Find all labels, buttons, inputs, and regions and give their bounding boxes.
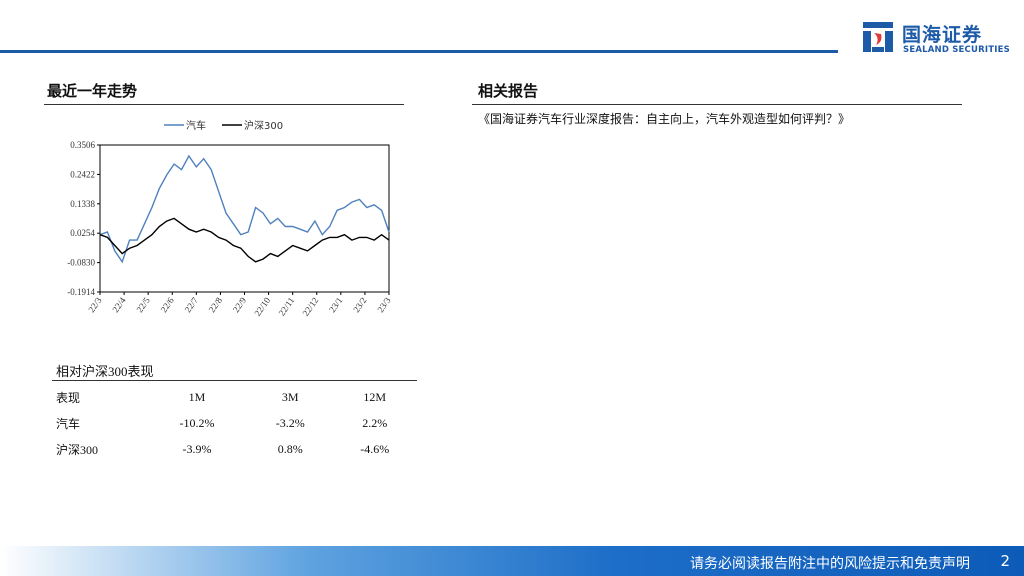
- sealand-logo-icon: [863, 22, 893, 52]
- x-tick-label: 22/4: [110, 295, 128, 314]
- y-tick-label: -0.0830: [67, 258, 95, 268]
- series-line-沪深300: [99, 217, 390, 263]
- performance-table: 表现 1M 3M 12M 汽车 -10.2% -3.2% 2.2% 沪深300 …: [52, 384, 417, 462]
- plot-frame: [99, 144, 390, 293]
- cell-1m: -10.2%: [179, 415, 215, 430]
- x-tick-label: 23/3: [375, 295, 393, 314]
- related-report-link[interactable]: 《国海证券汽车行业深度报告：自主向上，汽车外观造型如何评判？》: [478, 112, 851, 126]
- trend-section-title: 最近一年走势: [47, 82, 138, 100]
- brand-name-en: SEALAND SECURITIES: [903, 45, 1010, 55]
- trend-line-chart: 0.35060.24220.13380.0254-0.0830-0.191422…: [67, 119, 393, 318]
- x-tick-label: 22/7: [183, 295, 201, 314]
- table-row: 沪深300 -3.9% 0.8% -4.6%: [52, 436, 417, 462]
- header-rule: [0, 50, 838, 53]
- series-line-汽车: [99, 154, 390, 264]
- trend-section-rule: [44, 104, 404, 105]
- y-tick-label: 0.2422: [70, 169, 95, 179]
- legend-label: 汽车: [186, 119, 206, 132]
- x-tick-label: 23/1: [327, 295, 344, 314]
- x-tick-label: 22/12: [300, 295, 320, 318]
- cell-3m: 0.8%: [277, 441, 303, 456]
- y-tick-label: 0.0254: [70, 228, 95, 238]
- page-number: 2: [1000, 552, 1010, 570]
- x-tick-label: 22/9: [231, 295, 249, 314]
- x-tick-label: 22/8: [207, 295, 225, 314]
- cell-1m: -3.9%: [182, 441, 212, 456]
- cell-12m: -4.6%: [360, 441, 390, 456]
- performance-table-rule: [52, 380, 417, 381]
- footer-bar: 请务必阅读报告附注中的风险提示和免责声明 2: [0, 546, 1024, 576]
- reports-section-rule: [472, 104, 962, 105]
- cell-3m: -3.2%: [275, 415, 305, 430]
- performance-header-row: 表现 1M 3M 12M: [52, 384, 417, 410]
- reports-section-title: 相关报告: [478, 82, 539, 100]
- row-label: 沪深300: [56, 442, 99, 457]
- table-row: 汽车 -10.2% -3.2% 2.2%: [52, 410, 417, 436]
- y-tick-label: 0.3506: [70, 140, 95, 150]
- brand-logo: 国海证券 SEALAND SECURITIES: [861, 20, 1021, 58]
- y-tick-label: 0.1338: [70, 199, 95, 209]
- column-header: 1M: [188, 389, 206, 404]
- x-tick-label: 23/2: [351, 295, 368, 314]
- column-header: 12M: [363, 389, 387, 404]
- row-label: 汽车: [56, 416, 81, 431]
- cell-12m: 2.2%: [362, 415, 388, 430]
- x-tick-label: 22/11: [277, 295, 297, 317]
- footer-disclaimer: 请务必阅读报告附注中的风险提示和免责声明: [690, 556, 970, 572]
- column-header: 表现: [56, 390, 81, 405]
- performance-title: 相对沪深300表现: [56, 364, 154, 379]
- x-tick-label: 22/10: [252, 295, 272, 318]
- legend-label: 沪深300: [244, 119, 283, 132]
- y-tick-label: -0.1914: [67, 287, 95, 297]
- x-tick-label: 22/5: [134, 295, 152, 314]
- column-header: 3M: [281, 389, 299, 404]
- x-tick-label: 22/6: [159, 295, 177, 314]
- brand-name-cn: 国海证券: [902, 24, 983, 46]
- x-tick-label: 22/3: [86, 295, 104, 314]
